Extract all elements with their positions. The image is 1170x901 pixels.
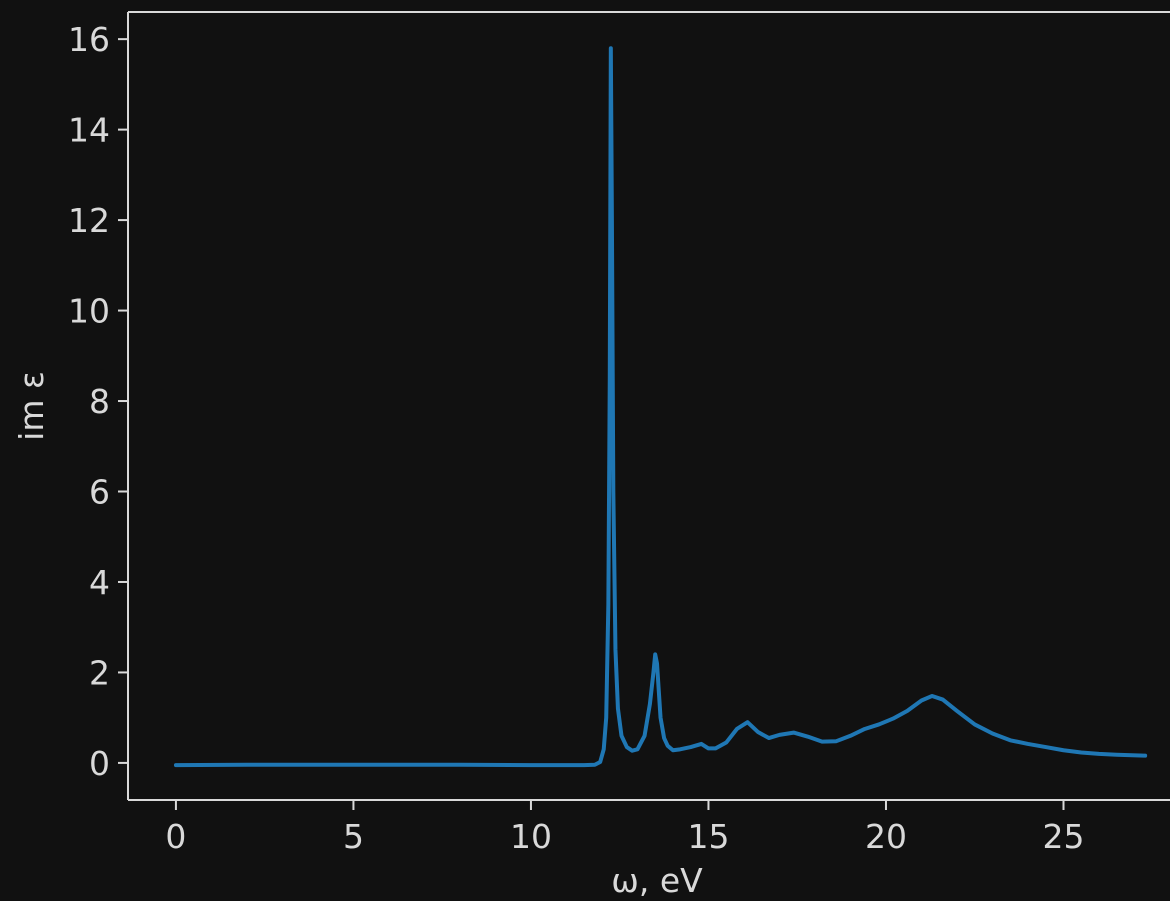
x-axis-label: ω, eV: [611, 861, 703, 900]
y-tick-label: 0: [89, 744, 110, 783]
y-tick-label: 10: [68, 292, 110, 331]
y-tick-label: 14: [68, 111, 110, 150]
series-layer: [173, 46, 1148, 768]
axes-frame: [127, 11, 1170, 801]
y-tick-label: 8: [89, 382, 110, 421]
series-line: [173, 46, 1148, 768]
x-tick-label: 20: [865, 817, 907, 856]
x-tick-label: 5: [343, 817, 364, 856]
y-tick-label: 4: [89, 563, 110, 602]
y-tick-label: 12: [68, 201, 110, 240]
x-tick-label: 25: [1042, 817, 1084, 856]
y-tick-label: 2: [89, 653, 110, 692]
x-axis-ticks: 0 5 10 15 20 25: [165, 800, 1084, 856]
y-axis-ticks: 0 2 4 6 8 10 12 14 16: [68, 20, 128, 783]
y-tick-label: 6: [89, 472, 110, 511]
y-tick-label: 16: [68, 20, 110, 59]
y-axis-label: im ε: [12, 371, 51, 441]
x-tick-label: 15: [687, 817, 729, 856]
x-tick-label: 0: [165, 817, 186, 856]
x-tick-label: 10: [510, 817, 552, 856]
